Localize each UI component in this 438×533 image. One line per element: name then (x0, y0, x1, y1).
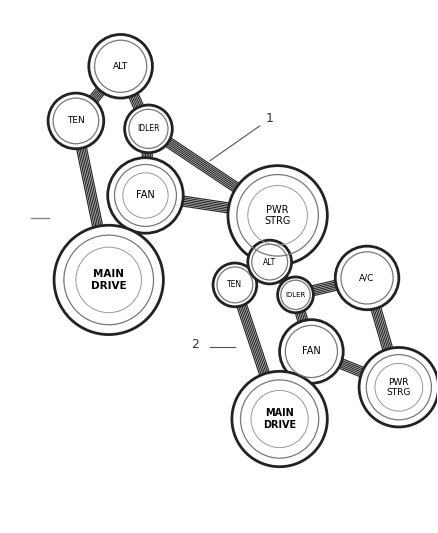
Circle shape (232, 372, 327, 467)
Circle shape (248, 240, 292, 284)
Text: 1: 1 (266, 112, 274, 125)
Text: ALT: ALT (113, 62, 128, 71)
Text: MAIN
DRIVE: MAIN DRIVE (263, 408, 296, 430)
Text: PWR
STRG: PWR STRG (387, 377, 411, 397)
Circle shape (48, 93, 104, 149)
Text: 2: 2 (191, 338, 199, 351)
Circle shape (359, 348, 438, 427)
Circle shape (213, 263, 257, 307)
Circle shape (228, 166, 327, 265)
Circle shape (335, 246, 399, 310)
Text: FAN: FAN (302, 346, 321, 357)
Circle shape (108, 158, 183, 233)
Text: ALT: ALT (263, 257, 276, 266)
Text: PWR
STRG: PWR STRG (265, 205, 291, 226)
Circle shape (124, 105, 172, 153)
Text: IDLER: IDLER (286, 292, 306, 298)
Text: A/C: A/C (359, 273, 375, 282)
Circle shape (89, 35, 152, 98)
Text: TEN: TEN (227, 280, 243, 289)
Text: FAN: FAN (136, 190, 155, 200)
Circle shape (278, 277, 314, 313)
Circle shape (54, 225, 163, 335)
Circle shape (279, 320, 343, 383)
Text: IDLER: IDLER (137, 124, 160, 133)
Text: MAIN
DRIVE: MAIN DRIVE (91, 269, 127, 290)
Text: TEN: TEN (67, 116, 85, 125)
